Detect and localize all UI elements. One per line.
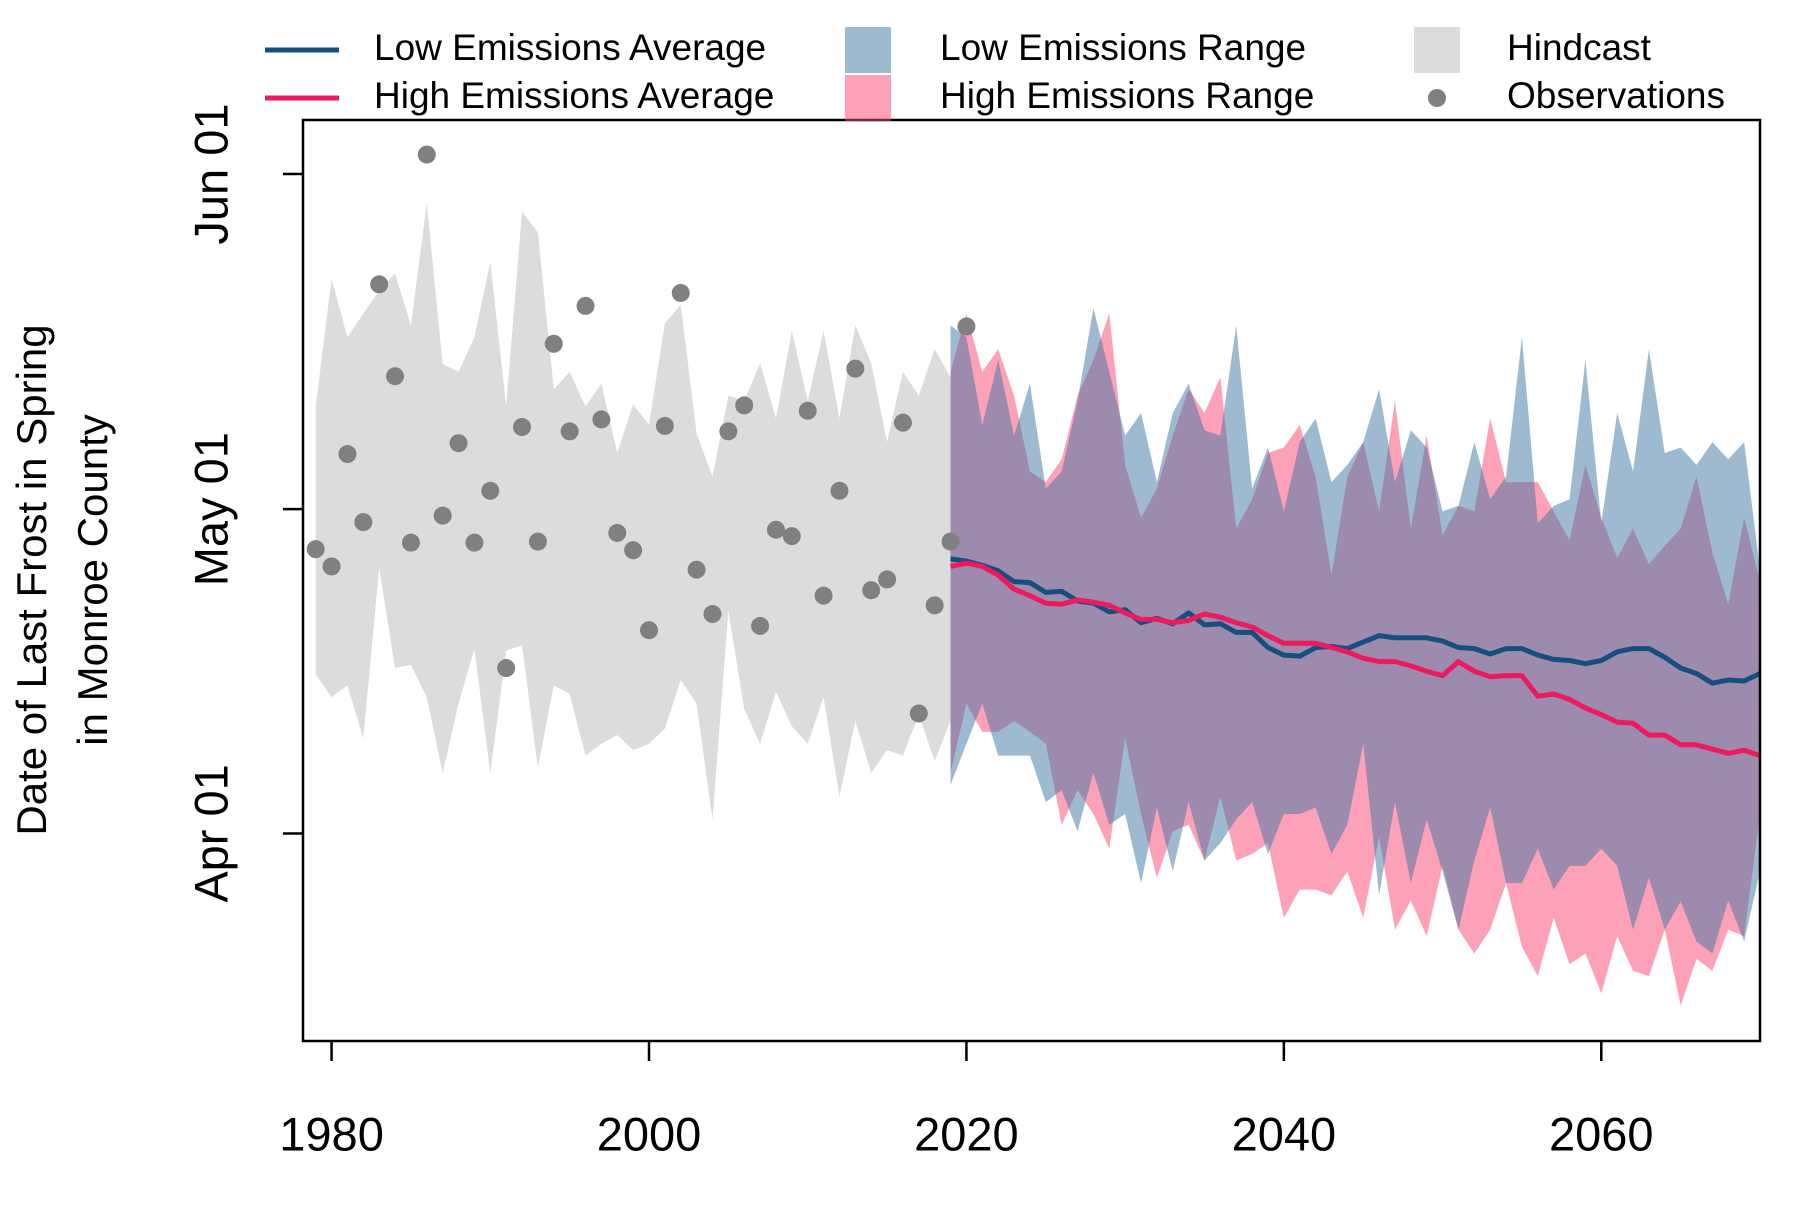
legend-label: Observations: [1507, 75, 1725, 116]
observation-point: [401, 533, 420, 552]
legend-swatch: [845, 27, 891, 73]
observation-point: [354, 513, 373, 532]
observation-point: [592, 410, 611, 429]
observation-point: [766, 520, 785, 539]
observation-point: [338, 445, 357, 464]
legend-label: Low Emissions Average: [374, 27, 766, 68]
observation-point: [782, 527, 801, 546]
observation-point: [814, 586, 833, 605]
x-tick-label: 1980: [279, 1107, 384, 1160]
observation-point: [639, 621, 658, 640]
legend-swatch: [1414, 27, 1460, 73]
observation-point: [608, 523, 627, 542]
observation-point: [449, 434, 468, 453]
observation-point: [830, 481, 849, 500]
observation-point: [624, 541, 643, 560]
observation-point: [560, 422, 579, 441]
observation-point: [544, 334, 563, 353]
observation-point: [957, 317, 976, 336]
legend-swatch: [845, 75, 891, 121]
observation-point: [433, 506, 452, 525]
observation-point: [465, 533, 484, 552]
observation-point: [370, 275, 389, 294]
x-tick-label: 2020: [914, 1107, 1019, 1160]
observation-point: [751, 616, 770, 635]
observation-point: [306, 540, 325, 559]
legend-label: Hindcast: [1507, 27, 1652, 68]
y-axis-title: Date of Last Frost in Spring: [8, 324, 55, 835]
legend-swatch: [1428, 89, 1446, 107]
legend-label: Low Emissions Range: [940, 27, 1306, 68]
observation-point: [893, 413, 912, 432]
observation-point: [798, 401, 817, 420]
y-tick-label: Jun 01: [184, 103, 237, 244]
observation-point: [735, 396, 754, 415]
observation-point: [481, 481, 500, 500]
plot-frame: [301, 118, 1762, 1043]
x-tick-label: 2040: [1232, 1107, 1337, 1160]
x-tick-label: 2060: [1549, 1107, 1654, 1160]
observation-point: [909, 704, 928, 723]
observation-point: [671, 283, 690, 302]
range-band: [950, 308, 1760, 954]
observation-point: [528, 532, 547, 551]
observation-point: [497, 659, 516, 678]
observation-point: [703, 605, 722, 624]
y-axis-title: in Monroe County: [69, 414, 116, 746]
observation-point: [846, 359, 865, 378]
observation-point: [322, 557, 341, 576]
range-band: [315, 203, 951, 820]
observation-point: [687, 560, 706, 579]
legend-label: High Emissions Range: [940, 75, 1314, 116]
y-tick-label: Apr 01: [184, 764, 237, 902]
observation-point: [417, 145, 436, 164]
observation-point: [576, 296, 595, 315]
y-tick-label: May 01: [184, 432, 237, 586]
observation-point: [719, 422, 738, 441]
plot-area: [315, 203, 1760, 1006]
observation-point: [925, 596, 944, 615]
observation-point: [655, 416, 674, 435]
observation-point: [941, 532, 960, 551]
observation-point: [386, 367, 405, 386]
x-tick-label: 2000: [597, 1107, 702, 1160]
observation-point: [513, 418, 532, 436]
legend-label: High Emissions Average: [374, 75, 774, 116]
observation-point: [878, 570, 897, 589]
observation-point: [862, 581, 881, 600]
average-line: [950, 560, 1760, 758]
